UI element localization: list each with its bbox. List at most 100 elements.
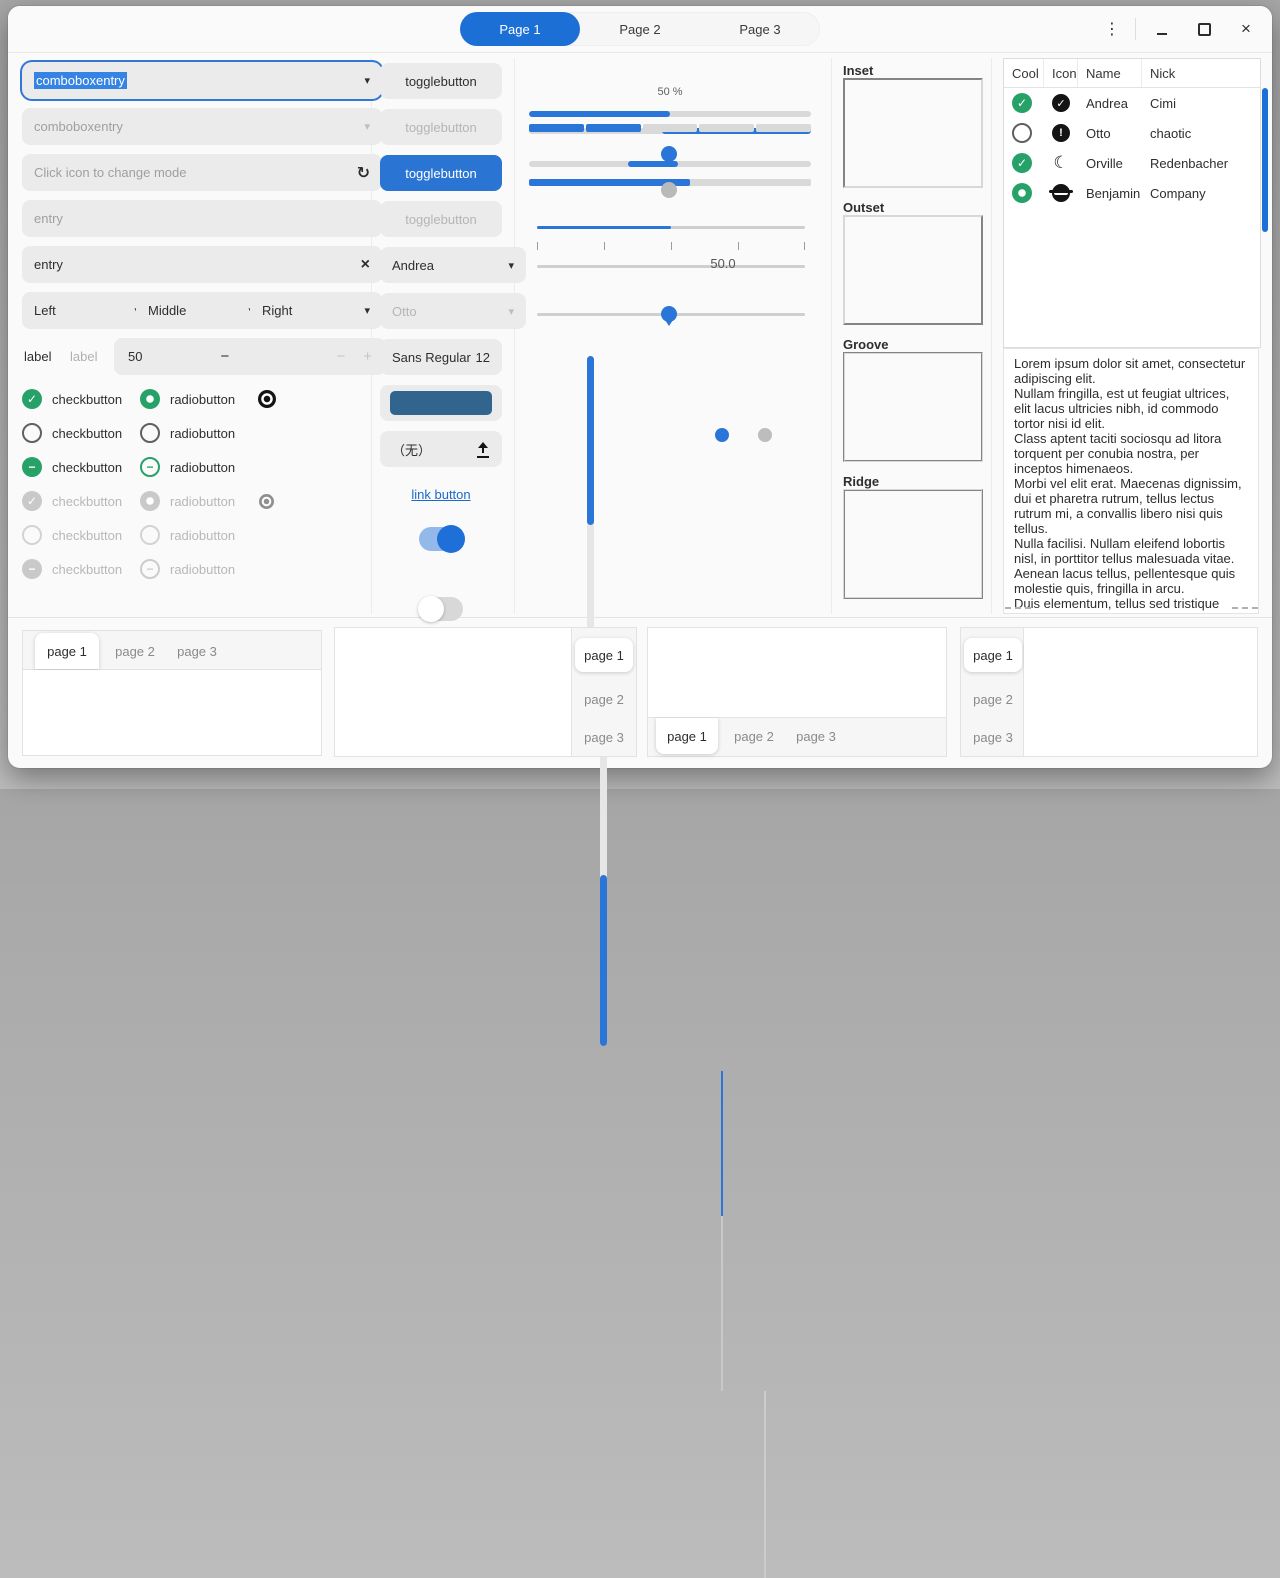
frame-label-groove: Groove bbox=[843, 337, 889, 352]
spin-plus-icon: + bbox=[363, 348, 372, 365]
textview-lorem[interactable]: Lorem ipsum dolor sit amet, consectetur … bbox=[1003, 348, 1259, 614]
upload-icon bbox=[476, 442, 490, 458]
chevron-down-icon: ▾ bbox=[508, 305, 514, 318]
radio-unchecked-icon[interactable] bbox=[140, 423, 160, 443]
checkbutton-unchecked[interactable]: checkbutton bbox=[22, 423, 122, 443]
checkbutton-mixed[interactable]: − checkbutton bbox=[22, 457, 122, 477]
table-row[interactable]: ✓ ☾ Orville Redenbacher bbox=[1004, 148, 1260, 178]
file-chooser-button[interactable]: （无） bbox=[380, 431, 502, 467]
radiobutton-unchecked[interactable]: radiobutton bbox=[140, 423, 235, 443]
scrollbar-handle[interactable] bbox=[600, 875, 607, 1046]
tab-page-3[interactable]: page 3 bbox=[177, 643, 217, 659]
tab-page-1[interactable]: page 1 bbox=[575, 638, 633, 672]
column-header-nick[interactable]: Nick bbox=[1150, 65, 1176, 81]
togglebutton-1[interactable]: togglebutton bbox=[380, 63, 502, 99]
mode-entry[interactable]: Click icon to change mode ↻ bbox=[22, 154, 382, 191]
maximize-icon bbox=[1197, 22, 1211, 36]
vscale-handle[interactable] bbox=[715, 428, 729, 442]
vscale[interactable] bbox=[721, 1071, 723, 1391]
vscrollbar-top[interactable] bbox=[587, 356, 594, 701]
tab-page-3[interactable]: page 3 bbox=[973, 729, 1013, 745]
tab-page-3[interactable]: Page 3 bbox=[739, 21, 781, 37]
spin-minus-icon[interactable]: − bbox=[220, 348, 230, 365]
hscale-mark-handle[interactable] bbox=[661, 306, 677, 326]
tab-page-3[interactable]: page 3 bbox=[584, 729, 624, 745]
tab-page-2[interactable]: Page 2 bbox=[619, 21, 661, 37]
label: label bbox=[24, 349, 52, 364]
radiobutton-checked[interactable]: radiobutton bbox=[140, 389, 235, 409]
link-button[interactable]: link button bbox=[411, 487, 471, 502]
scrollbar-handle[interactable] bbox=[587, 356, 594, 525]
mode-entry-placeholder: Click icon to change mode bbox=[34, 165, 187, 180]
checkbox-checked-icon[interactable]: ✓ bbox=[22, 389, 42, 409]
radiobutton-dark[interactable] bbox=[258, 390, 276, 408]
radio-checked-icon[interactable] bbox=[140, 389, 160, 409]
page-switcher: Page 1 Page 2 Page 3 bbox=[460, 12, 820, 46]
cell-name: Orville bbox=[1086, 155, 1123, 171]
frame-ridge bbox=[843, 489, 983, 599]
tab-page-1[interactable]: page 1 bbox=[35, 633, 99, 669]
clear-icon[interactable]: × bbox=[360, 255, 370, 273]
column-header-cool[interactable]: Cool bbox=[1004, 59, 1044, 87]
spinbutton[interactable]: 50 − + bbox=[114, 338, 270, 375]
minimize-button[interactable] bbox=[1148, 15, 1176, 43]
checkbutton-checked-disabled: ✓ checkbutton bbox=[22, 491, 122, 511]
tab-page-1[interactable]: page 1 bbox=[656, 718, 718, 754]
radiobutton-dark-disabled bbox=[259, 494, 274, 509]
overlay-scrollbar-handle[interactable] bbox=[1262, 88, 1268, 232]
face-icon bbox=[1049, 184, 1073, 202]
dropdown-right-value: Right bbox=[262, 303, 293, 318]
radiobutton-label: radiobutton bbox=[170, 459, 236, 475]
close-button[interactable]: × bbox=[1232, 15, 1260, 43]
radiobutton-unchecked-disabled: radiobutton bbox=[140, 525, 235, 545]
tab-page-3[interactable]: page 3 bbox=[796, 728, 836, 744]
entry-with-clear[interactable]: entry × bbox=[22, 246, 382, 283]
checkbox-mixed-icon[interactable]: − bbox=[22, 457, 42, 477]
table-row[interactable]: Benjamin Company bbox=[1004, 178, 1260, 208]
column-header-icon[interactable]: Icon bbox=[1044, 59, 1078, 87]
hscale[interactable] bbox=[537, 226, 805, 229]
font-button[interactable]: Sans Regular 12 bbox=[380, 339, 502, 375]
radiobutton-mixed[interactable]: − radiobutton bbox=[140, 457, 235, 477]
radiobutton-label: radiobutton bbox=[170, 527, 236, 543]
spin-minus-icon: − bbox=[336, 348, 346, 365]
checkbox-unchecked-icon[interactable] bbox=[1012, 123, 1032, 143]
checkbox-unchecked-icon[interactable] bbox=[22, 423, 42, 443]
refresh-icon[interactable]: ↻ bbox=[356, 164, 370, 182]
color-button[interactable] bbox=[380, 385, 502, 421]
entry-disabled-placeholder: entry bbox=[34, 211, 63, 226]
frame-outset bbox=[843, 215, 983, 325]
chevron-down-icon[interactable]: ▾ bbox=[364, 75, 370, 87]
separator bbox=[8, 617, 1272, 618]
table-row[interactable]: ✓ ✓ Andrea Cimi bbox=[1004, 88, 1260, 118]
dropdown-right[interactable]: Right ▾ bbox=[250, 292, 382, 329]
tab-page-2[interactable]: page 2 bbox=[115, 643, 155, 659]
separator bbox=[991, 58, 992, 614]
dropdown-left[interactable]: Left ▾ bbox=[22, 292, 152, 329]
level-fill bbox=[529, 179, 690, 186]
dropdown-name[interactable]: Andrea ▾ bbox=[380, 247, 526, 283]
checkbox-checked-icon[interactable]: ✓ bbox=[1012, 93, 1032, 113]
hscale-fill bbox=[537, 226, 671, 229]
comboboxentry-focused[interactable]: comboboxentry ▾ bbox=[22, 62, 382, 99]
radio-checked-icon[interactable] bbox=[1012, 183, 1032, 203]
hscale-handle[interactable] bbox=[661, 146, 677, 162]
tab-page-1[interactable]: page 1 bbox=[964, 638, 1022, 672]
level-segment bbox=[585, 124, 641, 132]
dropdown-middle[interactable]: Middle ▾ bbox=[136, 292, 266, 329]
table-row[interactable]: ! Otto chaotic bbox=[1004, 118, 1260, 148]
tab-page-2[interactable]: page 2 bbox=[973, 691, 1013, 707]
switch-on[interactable] bbox=[419, 525, 465, 553]
togglebutton-3-active[interactable]: togglebutton bbox=[380, 155, 502, 191]
checkbutton-checked[interactable]: ✓ checkbutton bbox=[22, 389, 122, 409]
tab-page-2[interactable]: page 2 bbox=[734, 728, 774, 744]
tab-page-1[interactable]: Page 1 bbox=[460, 12, 580, 46]
frame-inset bbox=[843, 78, 983, 188]
switch-off[interactable] bbox=[418, 596, 463, 622]
maximize-button[interactable] bbox=[1190, 15, 1218, 43]
tab-page-2[interactable]: page 2 bbox=[584, 691, 624, 707]
column-header-name[interactable]: Name bbox=[1078, 59, 1142, 87]
radio-mixed-icon[interactable]: − bbox=[140, 457, 160, 477]
menu-button[interactable]: ⋮ bbox=[1098, 15, 1126, 43]
checkbox-checked-icon[interactable]: ✓ bbox=[1012, 153, 1032, 173]
